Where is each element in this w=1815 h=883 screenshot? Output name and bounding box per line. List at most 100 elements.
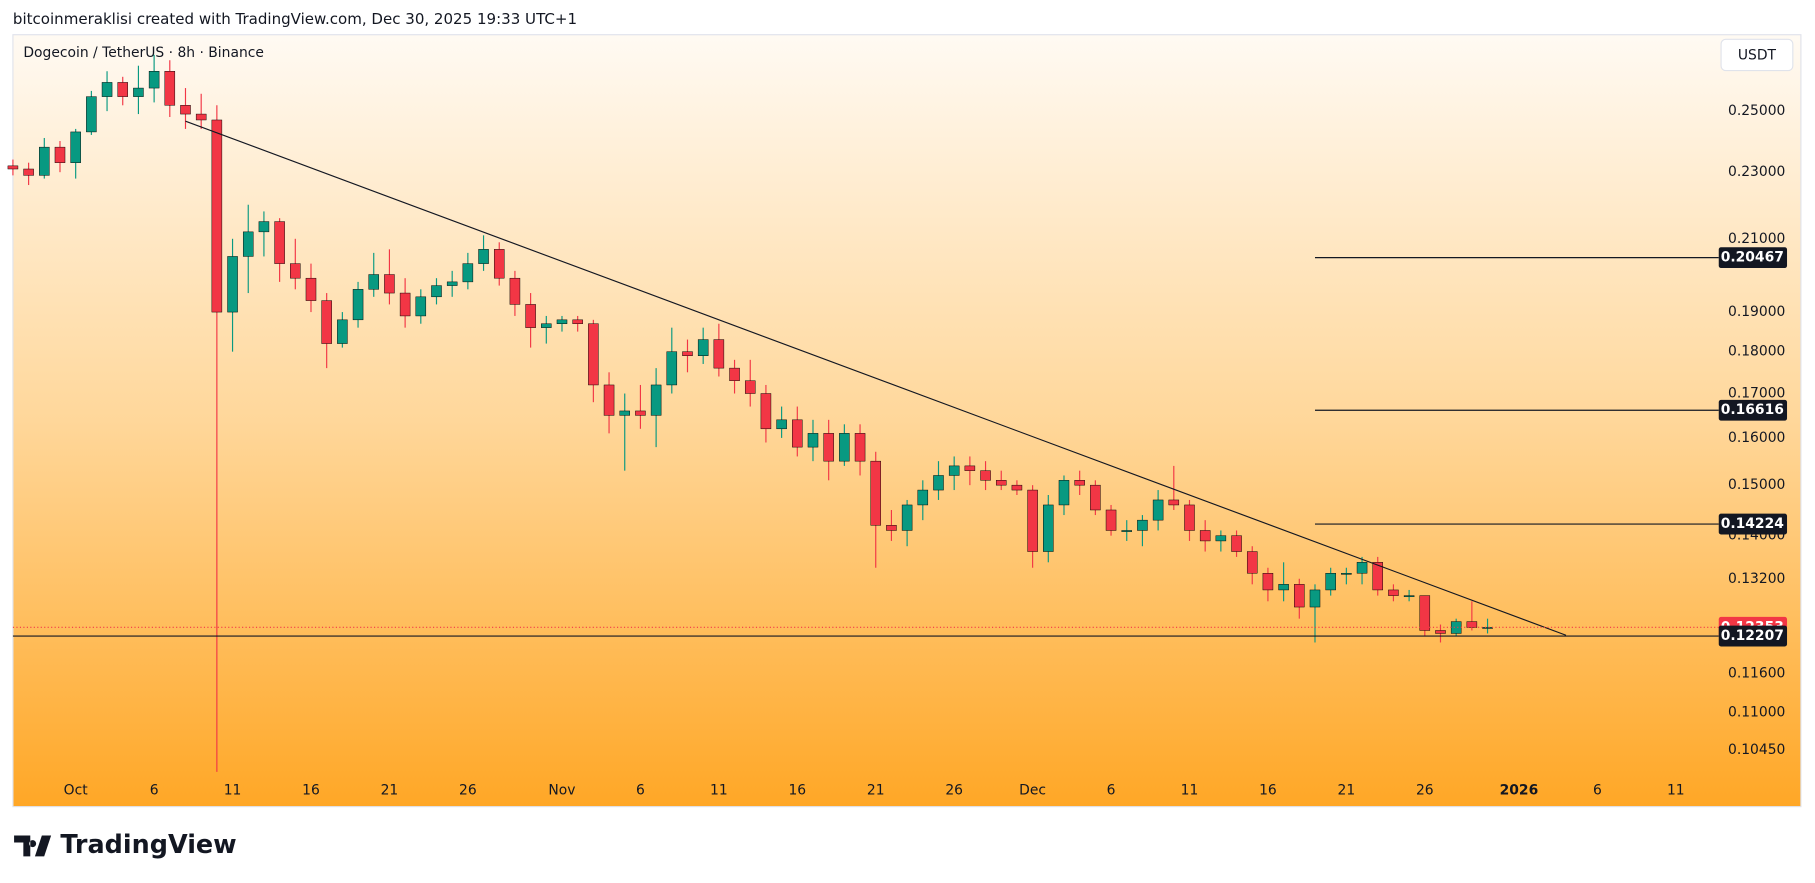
candle-body bbox=[509, 277, 521, 305]
candle-body bbox=[854, 433, 866, 462]
logo-text: TradingView bbox=[60, 830, 236, 860]
x-tick-label: 21 bbox=[1338, 782, 1356, 798]
candle-body bbox=[1294, 584, 1305, 608]
y-tick-label: 0.25000 bbox=[1728, 103, 1785, 119]
candle-body bbox=[603, 384, 615, 416]
candle-body bbox=[23, 168, 34, 176]
x-tick-label: 11 bbox=[224, 782, 242, 798]
candle-body bbox=[635, 410, 646, 416]
x-tick-label: 11 bbox=[1667, 782, 1685, 798]
candle-body bbox=[1231, 535, 1242, 552]
candle-body bbox=[541, 323, 552, 328]
candle-body bbox=[321, 300, 332, 344]
candle-body bbox=[493, 249, 505, 279]
x-tick-label: 26 bbox=[945, 782, 963, 798]
y-tick-label: 0.21000 bbox=[1728, 231, 1785, 247]
candle-body bbox=[1435, 630, 1446, 634]
candle-body bbox=[1482, 627, 1493, 629]
candle-body bbox=[886, 525, 897, 531]
candle-body bbox=[1372, 562, 1383, 591]
candle-body bbox=[1074, 480, 1085, 486]
candle-body bbox=[1403, 595, 1415, 597]
candle-body bbox=[7, 165, 19, 170]
candle-body bbox=[1090, 484, 1101, 511]
x-tick-label: 6 bbox=[1107, 782, 1116, 798]
price-label-box bbox=[1718, 247, 1788, 269]
y-tick-label: 0.19000 bbox=[1728, 304, 1785, 320]
candle-body bbox=[1246, 551, 1258, 574]
candle-body bbox=[588, 323, 599, 386]
candle-body bbox=[86, 96, 97, 133]
candle-body bbox=[776, 419, 787, 430]
candle-body bbox=[1278, 584, 1289, 591]
candle-body bbox=[792, 419, 803, 448]
candle-body bbox=[1043, 504, 1054, 552]
x-tick-label: 6 bbox=[150, 782, 159, 798]
price-label: 0.16616 bbox=[1721, 402, 1784, 418]
candle-body bbox=[823, 433, 834, 462]
candle-body bbox=[290, 263, 301, 279]
x-tick-label: 16 bbox=[788, 782, 806, 798]
candle-body bbox=[368, 274, 379, 290]
candle-body bbox=[933, 475, 944, 491]
candle-body bbox=[1466, 621, 1478, 628]
candle-body bbox=[1356, 562, 1368, 574]
candle-body bbox=[462, 263, 474, 283]
candle-body bbox=[729, 367, 740, 381]
currency-label[interactable]: USDT bbox=[1738, 48, 1777, 64]
candle-body bbox=[1325, 573, 1336, 591]
candle-body bbox=[164, 71, 176, 106]
candle-body bbox=[1058, 480, 1070, 506]
candle-body bbox=[948, 465, 960, 476]
candle-body bbox=[1105, 509, 1117, 531]
y-tick-label: 0.13200 bbox=[1728, 571, 1785, 587]
candle-body bbox=[1011, 484, 1023, 491]
x-tick-label: 26 bbox=[1416, 782, 1434, 798]
candle-body bbox=[211, 119, 223, 313]
x-tick-label: Nov bbox=[548, 782, 575, 798]
candle-body bbox=[995, 480, 1007, 486]
candle-body bbox=[1215, 535, 1227, 542]
candle-body bbox=[1184, 504, 1195, 531]
candle-body bbox=[572, 319, 583, 324]
candle-body bbox=[227, 256, 238, 313]
price-label-box bbox=[1718, 625, 1788, 647]
candle-body bbox=[54, 146, 66, 163]
x-tick-label: 21 bbox=[867, 782, 885, 798]
candle-body bbox=[274, 221, 285, 264]
x-tick-label: 16 bbox=[302, 782, 320, 798]
candle-body bbox=[352, 289, 364, 321]
y-tick-label: 0.11000 bbox=[1728, 704, 1785, 720]
candle-body bbox=[697, 339, 709, 356]
currency-button[interactable] bbox=[1720, 38, 1794, 72]
candle-body bbox=[1309, 589, 1321, 608]
x-tick-label: 6 bbox=[1593, 782, 1602, 798]
candle-body bbox=[70, 131, 81, 163]
candle-body bbox=[384, 274, 395, 294]
candle-body bbox=[101, 82, 113, 97]
candle-body bbox=[1137, 519, 1148, 531]
price-label-box bbox=[1718, 513, 1788, 535]
candle-body bbox=[1152, 499, 1164, 521]
candle-body bbox=[1419, 595, 1431, 631]
y-tick-label: 0.23000 bbox=[1728, 164, 1785, 180]
x-tick-label: Oct bbox=[64, 782, 89, 798]
candle-body bbox=[870, 460, 881, 526]
price-label-box bbox=[1718, 399, 1788, 421]
candle-body bbox=[1168, 499, 1180, 506]
y-tick-label: 0.17000 bbox=[1728, 386, 1785, 402]
candle-body bbox=[901, 504, 913, 531]
candle-body bbox=[525, 304, 536, 328]
candle-body bbox=[399, 292, 411, 317]
candle-body bbox=[180, 105, 191, 115]
candle-body bbox=[258, 221, 270, 233]
candle-body bbox=[1199, 530, 1211, 542]
candle-body bbox=[415, 296, 427, 317]
candle-body bbox=[133, 87, 144, 97]
candle-body bbox=[337, 319, 348, 344]
price-label: 0.14224 bbox=[1721, 516, 1785, 532]
candle-body bbox=[305, 277, 317, 301]
candle-body bbox=[760, 393, 772, 430]
candle-body bbox=[556, 319, 568, 324]
candle-body bbox=[1027, 489, 1038, 552]
